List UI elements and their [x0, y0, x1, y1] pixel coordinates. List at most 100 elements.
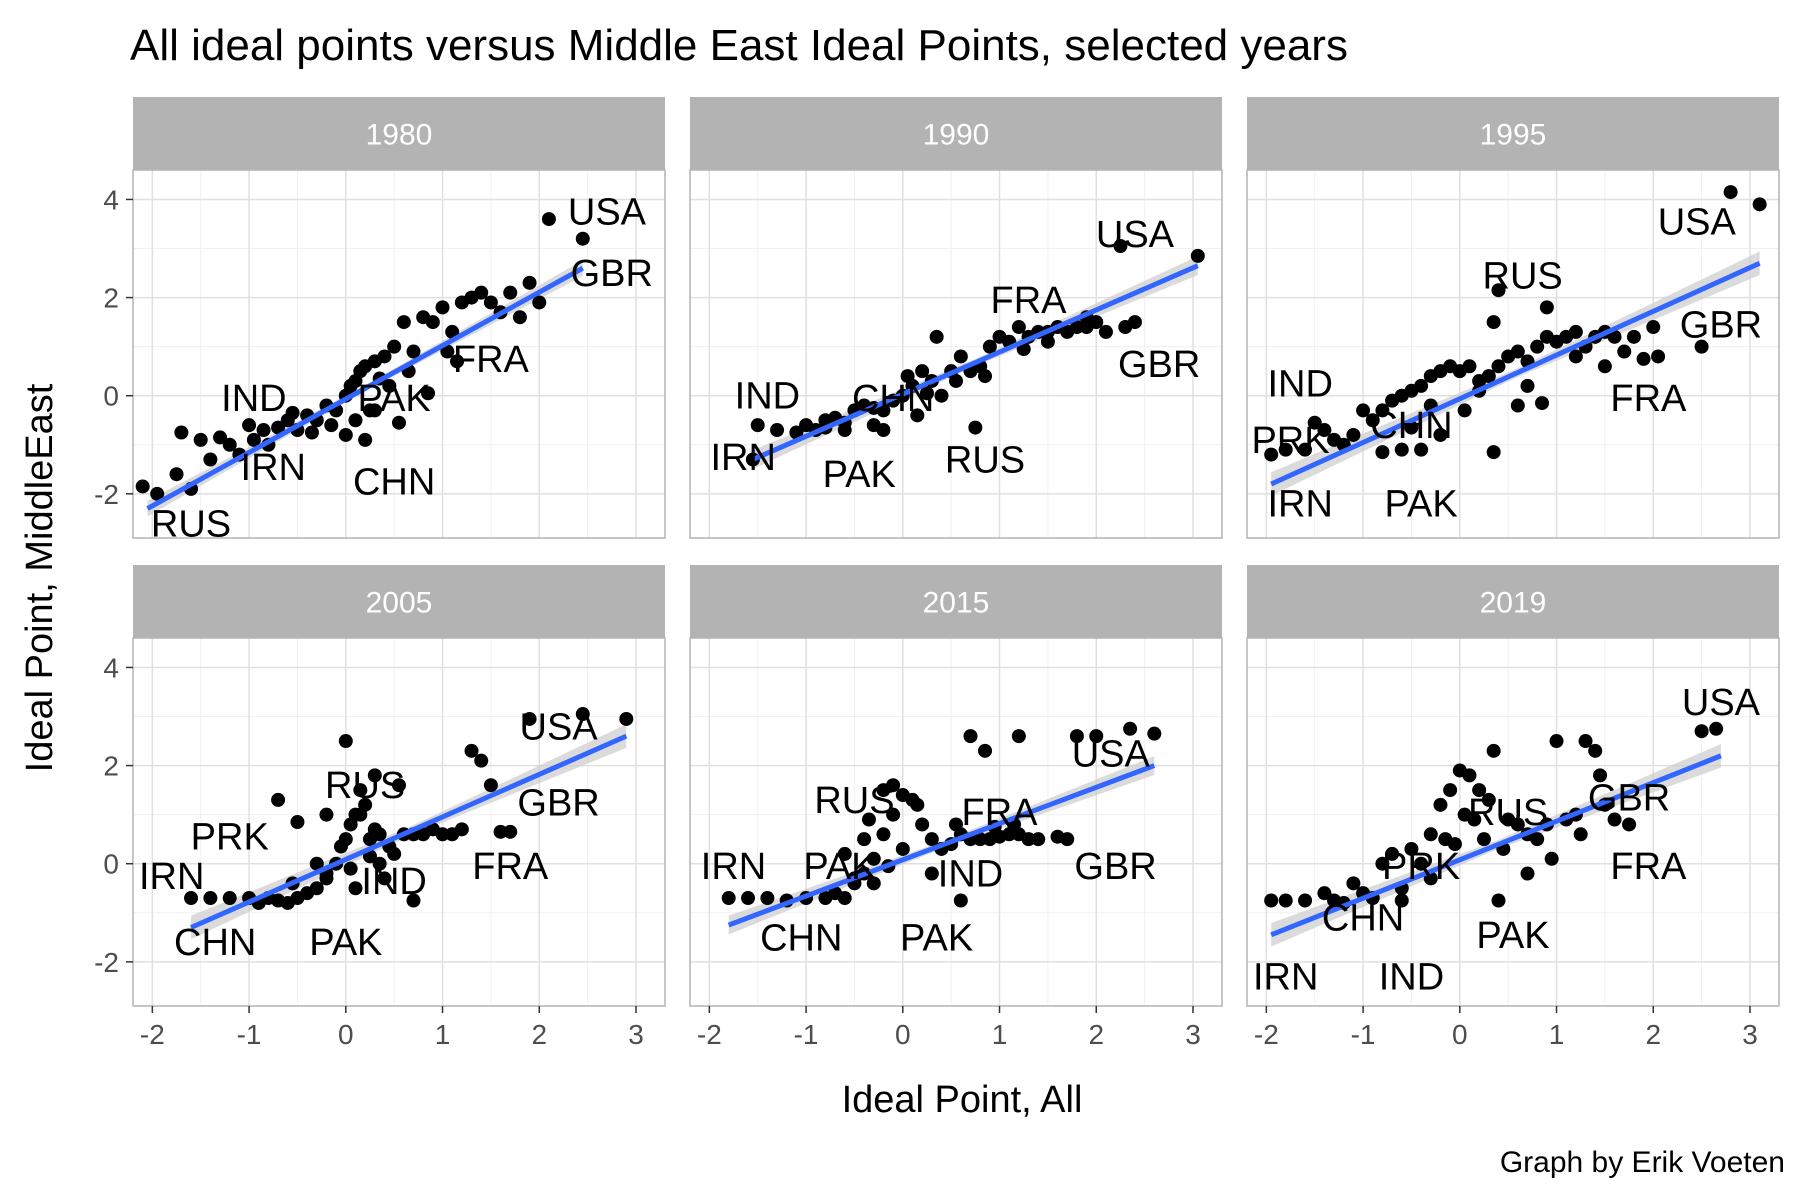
data-point: [1414, 442, 1429, 457]
data-point: [789, 425, 804, 440]
data-point: [1573, 827, 1588, 842]
panel-border: [132, 637, 666, 1007]
data-point: [857, 832, 872, 847]
data-point: [910, 408, 925, 423]
country-label-pak: PAK: [309, 922, 382, 964]
data-point: [483, 778, 498, 793]
facet-panel-2015: 2015 USA FRA GBR RUS IRN PAK IND CHN PAK -2 -1 0 1 2 3: [689, 565, 1223, 1050]
data-point: [1317, 886, 1332, 901]
country-label-chn: CHN: [1322, 898, 1404, 940]
country-label-gbr: GBR: [1074, 846, 1156, 888]
data-point: [1385, 846, 1400, 861]
y-axis-title: Ideal Point, MiddleEast: [19, 383, 61, 772]
data-point: [963, 729, 978, 744]
facet-panel-1990: 1990 USA FRA GBR IND CHN IRN PAK RUS: [689, 97, 1223, 539]
data-point: [483, 295, 498, 310]
country-label-prk: PRK: [1251, 420, 1329, 462]
data-point: [174, 425, 189, 440]
country-label-chn: CHN: [353, 462, 435, 504]
country-label-gbr: GBR: [571, 253, 653, 295]
country-label-ind: IND: [938, 854, 1003, 896]
data-point: [338, 427, 353, 442]
facet-strip: [690, 565, 1222, 638]
data-point: [1520, 866, 1535, 881]
data-point: [1597, 359, 1612, 374]
country-label-pak: PAK: [803, 846, 876, 888]
data-point: [1190, 248, 1205, 263]
data-point: [1375, 856, 1390, 871]
fit-line: [727, 763, 1156, 928]
data-point: [924, 832, 939, 847]
data-point: [169, 467, 184, 482]
data-point: [150, 486, 165, 501]
fit-line: [190, 733, 628, 930]
data-point: [1752, 197, 1767, 212]
country-label-fra: FRA: [453, 339, 530, 381]
x-tick-label: 3: [1742, 1019, 1758, 1050]
data-point: [256, 423, 271, 438]
country-label-usa: USA: [1072, 733, 1151, 775]
country-label-fra: FRA: [1610, 846, 1687, 888]
data-point: [1021, 832, 1036, 847]
fit-line: [1270, 753, 1722, 938]
country-label-ind: IND: [221, 378, 286, 420]
data-point: [1510, 817, 1525, 832]
data-point: [213, 430, 228, 445]
country-label-usa: USA: [1096, 214, 1175, 256]
data-point: [377, 349, 392, 364]
data-point: [1414, 856, 1429, 871]
data-point: [978, 743, 993, 758]
data-point: [304, 425, 319, 440]
data-point: [1646, 320, 1661, 335]
data-point: [1365, 413, 1380, 428]
facet-strip-label: 2015: [923, 587, 990, 620]
data-point: [1535, 396, 1550, 411]
country-label-usa: USA: [520, 706, 599, 748]
data-point: [886, 807, 901, 822]
y-tick-label: 0: [103, 381, 119, 412]
data-point: [1346, 427, 1361, 442]
data-point: [949, 817, 963, 832]
data-point: [222, 437, 237, 452]
data-point: [837, 846, 852, 861]
data-point: [760, 891, 775, 906]
country-label-fra: FRA: [1610, 378, 1687, 420]
facet-strip-label: 1990: [923, 119, 990, 152]
panel-background: [133, 170, 665, 538]
data-point: [1472, 783, 1487, 798]
data-point: [445, 324, 460, 339]
x-tick-label: -1: [237, 1019, 262, 1050]
country-label-usa: USA: [1658, 202, 1737, 244]
data-point: [1127, 315, 1142, 330]
x-tick-label: -2: [697, 1019, 722, 1050]
data-point: [1433, 797, 1448, 812]
y-tick-label: 4: [103, 184, 119, 215]
data-point: [532, 295, 547, 310]
data-point: [1278, 893, 1293, 908]
data-point: [1486, 743, 1501, 758]
data-point: [343, 861, 358, 876]
data-point: [953, 893, 968, 908]
data-point: [1486, 315, 1501, 330]
data-point: [522, 711, 537, 726]
country-label-chn: CHN: [174, 922, 256, 964]
data-point: [396, 315, 411, 330]
data-point: [425, 315, 440, 330]
data-point: [721, 891, 736, 906]
data-point: [387, 339, 402, 354]
data-point: [1404, 841, 1419, 856]
data-point: [1462, 768, 1477, 783]
x-tick-label: -2: [1254, 1019, 1279, 1050]
country-label-irn: IRN: [139, 856, 204, 898]
country-label-ind: IND: [1267, 363, 1332, 405]
data-point: [1588, 743, 1603, 758]
data-point: [1476, 832, 1491, 847]
data-point: [512, 310, 527, 325]
x-tick-label: -1: [794, 1019, 819, 1050]
data-point: [934, 388, 949, 403]
country-label-fra: FRA: [991, 280, 1068, 322]
data-point: [503, 824, 518, 839]
data-point: [1568, 349, 1583, 364]
data-point: [1510, 398, 1525, 413]
